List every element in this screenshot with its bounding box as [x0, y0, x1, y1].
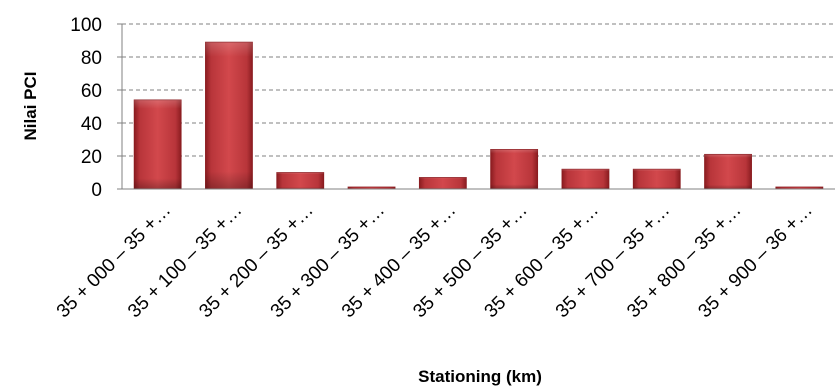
- bar-shade: [490, 149, 538, 189]
- y-tick-label: 0: [91, 180, 102, 201]
- x-tick-labels: 35 + 000 – 35 +…35 + 100 – 35 +…35 + 200…: [53, 200, 817, 322]
- y-tick-label: 40: [81, 114, 102, 135]
- bar: [561, 168, 610, 190]
- y-tick-label: 80: [81, 48, 102, 69]
- bar: [704, 153, 752, 190]
- y-tick-label: 100: [70, 15, 102, 36]
- bar-shade: [348, 187, 396, 189]
- bar-shade: [134, 99, 182, 189]
- bar: [632, 168, 681, 190]
- bar-shade: [633, 169, 681, 189]
- bars: [133, 41, 824, 190]
- y-tick-label: 20: [81, 147, 102, 168]
- bar: [418, 177, 467, 190]
- bar-shade: [205, 42, 253, 190]
- y-tick-label: 60: [81, 81, 102, 102]
- bar-shade: [276, 172, 324, 189]
- bar: [490, 148, 539, 190]
- bar: [133, 99, 182, 190]
- y-tick-labels: 0 20 40 60 80 100: [70, 15, 102, 201]
- bar-shade: [704, 154, 752, 189]
- bar: [276, 172, 325, 190]
- x-axis-title: Stationing (km): [418, 367, 542, 386]
- bar: [205, 41, 253, 190]
- bar-shade: [419, 177, 467, 189]
- bar-shade: [775, 187, 823, 189]
- y-axis-title: Nilai PCI: [21, 72, 40, 141]
- axes: [117, 23, 835, 190]
- bar-shade: [561, 169, 609, 189]
